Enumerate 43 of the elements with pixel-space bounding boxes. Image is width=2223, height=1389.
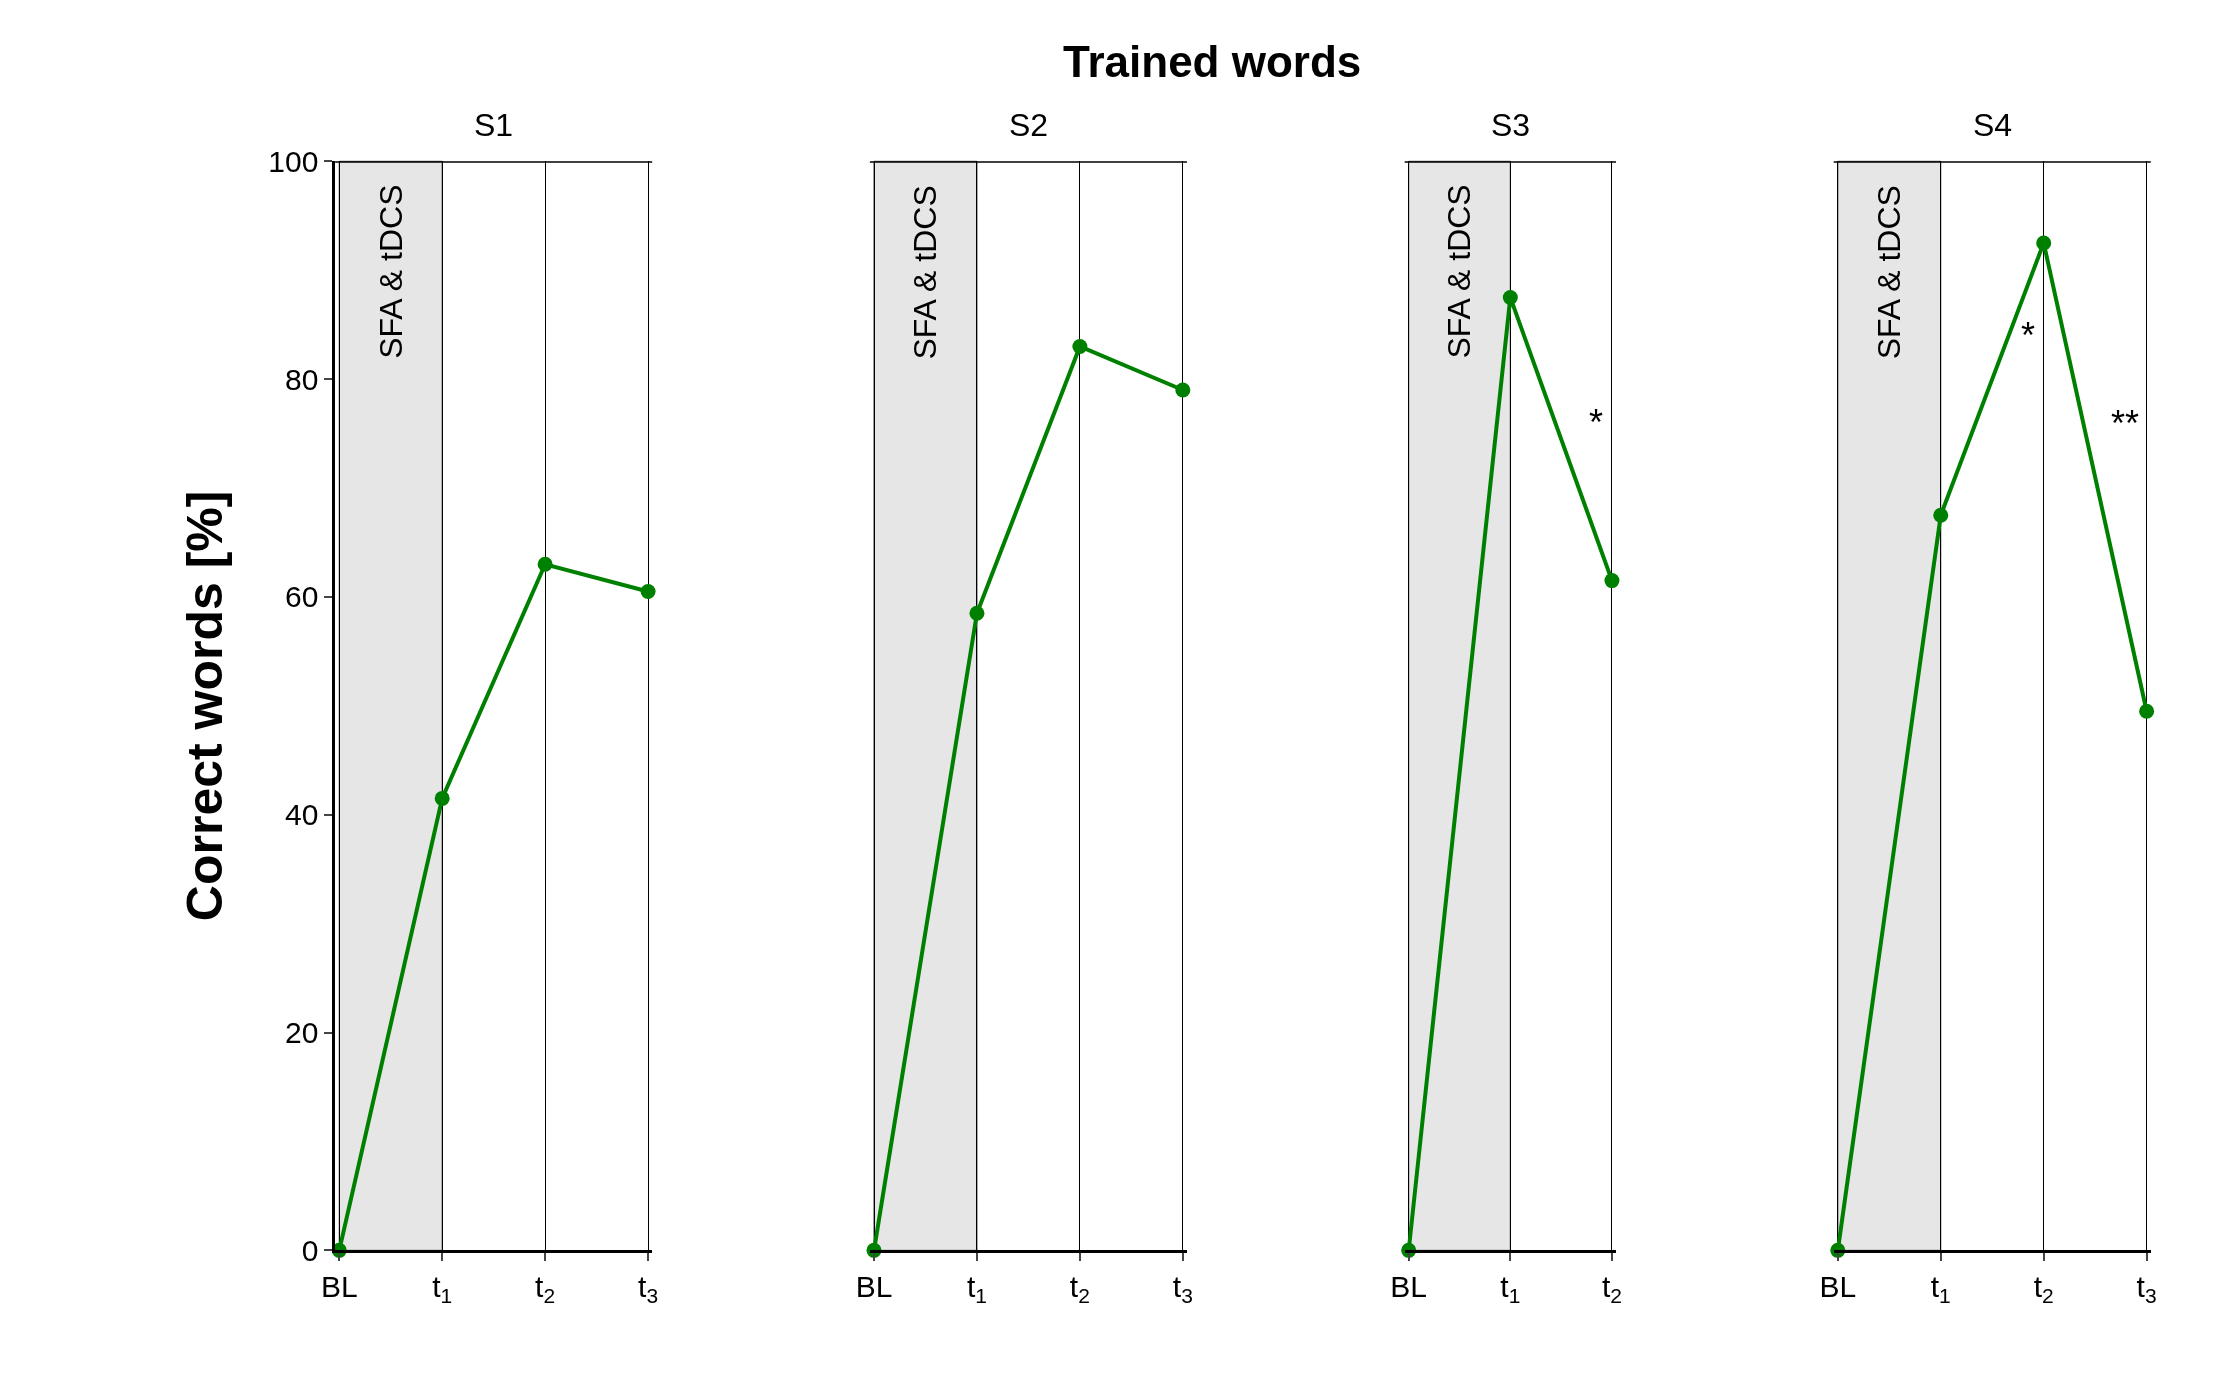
point xyxy=(1175,382,1191,398)
chart-title: S1 xyxy=(474,107,514,143)
y-tick-label: 0 xyxy=(301,1233,319,1267)
chart-title: S4 xyxy=(1973,107,2013,143)
point xyxy=(2036,235,2052,251)
y-tick-label: 60 xyxy=(285,580,319,614)
annotation: * xyxy=(1589,402,1604,443)
x-tick-label: t$_{1}$ xyxy=(1500,1270,1521,1308)
x-tick-label: BL xyxy=(320,1270,358,1304)
y-tick-label: 40 xyxy=(285,798,319,832)
chart-title: S2 xyxy=(1009,107,1049,143)
band-label: SFA & tDCS xyxy=(907,185,944,360)
band-label: SFA & tDCS xyxy=(1441,184,1478,359)
point xyxy=(1072,338,1088,354)
point xyxy=(434,790,450,806)
x-tick-label: BL xyxy=(1390,1270,1428,1304)
x-tick-label: BL xyxy=(1819,1270,1857,1304)
annotation: * xyxy=(2021,315,2036,356)
band-label: SFA & tDCS xyxy=(1871,185,1908,360)
x-tick-label: t$_{2}$ xyxy=(1069,1270,1090,1308)
annotation: ** xyxy=(2111,403,2140,444)
x-tick-label: t$_{1}$ xyxy=(1930,1270,1951,1308)
band-label: SFA & tDCS xyxy=(372,184,409,359)
x-tick-label: t$_{3}$ xyxy=(638,1270,659,1308)
y-tick-label: 80 xyxy=(285,362,319,396)
y-tick-label: 100 xyxy=(268,144,319,178)
point xyxy=(969,605,985,621)
x-tick-label: t$_{2}$ xyxy=(535,1270,556,1308)
text: Trained words xyxy=(1063,37,1362,86)
x-tick-label: t$_{3}$ xyxy=(2136,1270,2157,1308)
x-tick-label: t$_{3}$ xyxy=(1172,1270,1193,1308)
x-tick-label: t$_{2}$ xyxy=(1601,1270,1622,1308)
point xyxy=(537,556,553,572)
x-tick-label: t$_{1}$ xyxy=(432,1270,453,1308)
point xyxy=(2139,703,2155,719)
y-tick-label: 20 xyxy=(285,1016,319,1050)
x-tick-label: t$_{1}$ xyxy=(966,1270,987,1308)
point xyxy=(640,583,656,599)
x-tick-label: t$_{2}$ xyxy=(2033,1270,2054,1308)
x-tick-label: BL xyxy=(855,1270,893,1304)
y-axis-title: Correct words [%] xyxy=(177,490,234,922)
chart-title: S3 xyxy=(1491,107,1531,143)
point xyxy=(1933,507,1949,523)
